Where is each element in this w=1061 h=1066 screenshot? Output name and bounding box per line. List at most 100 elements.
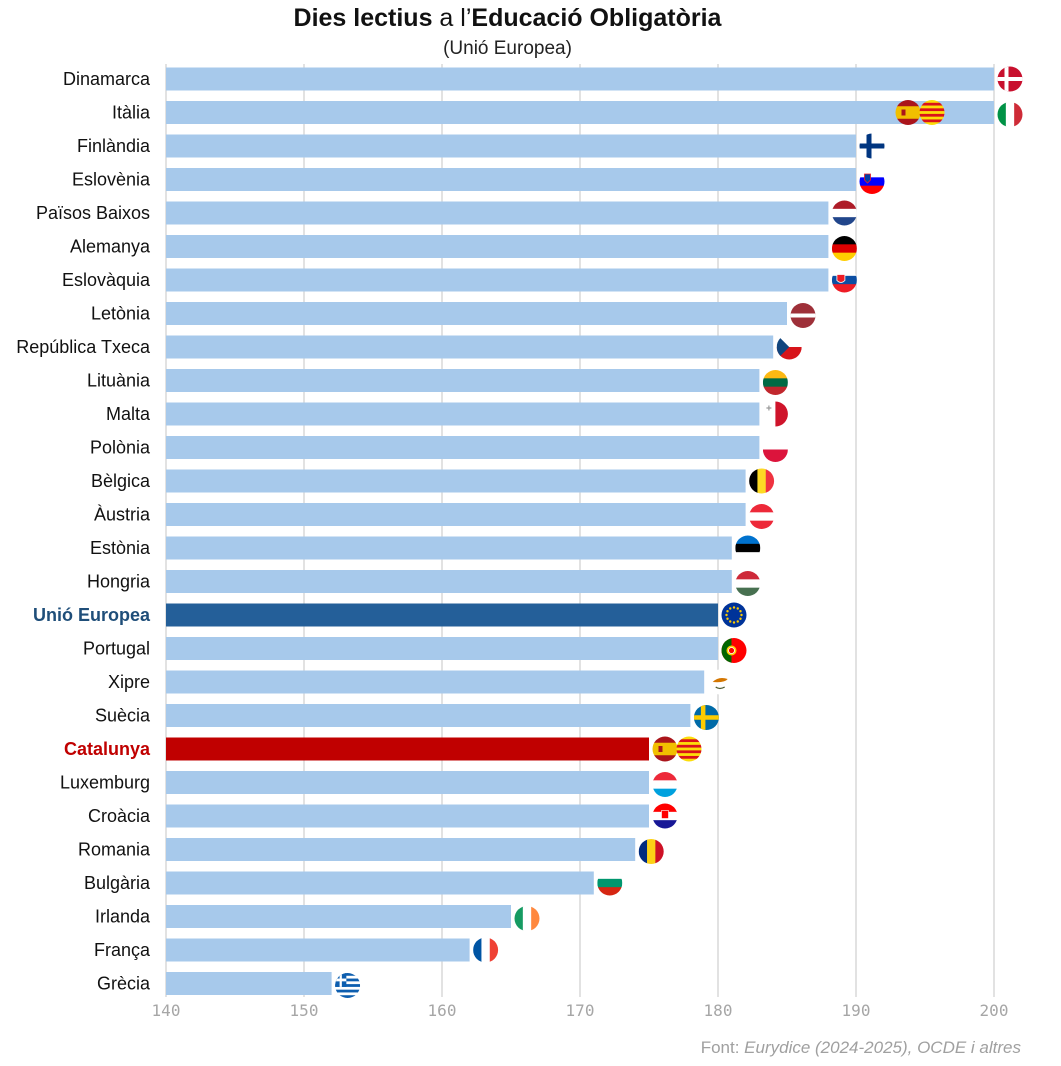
source-note: Font: Eurydice (2024-2025), OCDE i altre… [701,1038,1021,1058]
romania-flag-icon [638,839,664,864]
title-part-1: Dies lectius [293,4,433,32]
x-tick-label: 180 [704,1001,733,1020]
category-label: República Txeca [16,337,151,357]
category-label: Àustria [94,505,151,525]
x-axis-ticks: 140 150 160 170 180 190 200 [152,1001,1009,1020]
bar-frança [166,938,470,962]
category-label: Xipre [108,672,150,692]
category-label: Hongria [87,572,151,592]
category-label: Finlàndia [77,136,151,156]
bar-letònia [166,302,787,325]
italy-flag-icon [997,102,1023,127]
bar-eslovènia [166,168,856,191]
category-label: Països Baixos [36,203,150,223]
source-text: Eurydice (2024-2025), OCDE i altres [744,1038,1021,1057]
category-label: Suècia [95,706,151,726]
ireland-flag-icon [514,906,540,931]
netherlands-flag-icon [831,200,857,226]
x-tick-label: 150 [290,1001,319,1020]
category-label: Unió Europea [33,605,151,625]
category-label: Grècia [97,974,151,994]
flags [335,66,1023,998]
bar-bèlgica [166,469,746,493]
category-label: França [94,940,151,960]
category-label: Estònia [90,538,151,558]
belgium-flag-icon [749,468,775,494]
x-tick-label: 140 [152,1001,181,1020]
x-tick-label: 190 [842,1001,871,1020]
bar-xipre [166,670,705,694]
bar-catalunya [166,737,649,761]
bar-finlàndia [166,134,856,158]
bulgaria-flag-icon [597,870,623,896]
estonia-flag-icon [735,535,761,561]
category-label: Eslovàquia [62,270,151,290]
bar-alemanya [166,235,829,258]
x-tick-label: 160 [428,1001,457,1020]
bar-països-baixos [166,201,829,225]
title-part-2: a l’ [432,4,472,32]
chart-subtitle: (Unió Europea) [443,38,572,59]
france-flag-icon [473,937,499,963]
category-label: Romania [78,840,151,860]
sweden-flag-icon [693,705,719,730]
luxembourg-flag-icon [652,772,678,797]
cyprus-flag-icon [707,669,733,695]
category-labels: Dinamarca Itàlia Finlàndia Eslovènia Països … [16,69,151,994]
denmark-flag-icon [997,66,1023,92]
latvia-flag-icon [790,303,816,328]
bars [166,67,994,995]
category-label: Bulgària [84,873,151,893]
bar-romania [166,838,636,861]
spain-flag-icon [652,736,678,762]
bar-polònia [166,436,760,459]
bar-estònia [166,536,732,560]
category-label: Bèlgica [91,471,151,491]
category-label: Polònia [90,438,151,458]
portugal-flag-icon [721,638,747,663]
category-label: Irlanda [95,907,151,927]
austria-flag-icon [749,504,775,529]
hungary-flag-icon [735,571,761,596]
spain-flag-icon [895,100,921,125]
category-label: Croàcia [88,806,151,826]
bar-àustria [166,503,746,526]
category-label: Catalunya [64,739,151,759]
lithuania-flag-icon [762,370,788,395]
category-label: Alemanya [70,237,151,257]
bar-croàcia [166,804,649,828]
category-label: Dinamarca [63,69,151,89]
eu-flag-icon [721,602,747,628]
category-label: Luxemburg [60,773,150,793]
title-part-3: Educació Obligatòria [471,4,722,32]
bar-itàlia [166,101,994,124]
poland-flag-icon [762,437,788,462]
chart-title: Dies lectius a l’Educació Obligatòria [0,4,1015,33]
bar-eslovàquia [166,268,829,292]
bar-unió-europea [166,603,718,627]
category-label: Letònia [91,304,151,324]
catalonia-flag-icon [676,736,702,762]
bar-luxemburg [166,771,649,794]
source-prefix: Font: [700,1038,745,1057]
bar-dinamarca [166,67,994,91]
bar-irlanda [166,905,511,928]
x-tick-label: 200 [980,1001,1009,1020]
bar-república-txeca [166,335,774,359]
finland-flag-icon [859,133,885,159]
category-label: Malta [106,404,151,424]
category-label: Portugal [83,639,150,659]
catalonia-flag-icon [919,100,945,125]
bar-malta [166,402,760,426]
category-label: Eslovènia [72,170,151,190]
germany-flag-icon [831,236,857,261]
category-label: Lituània [87,371,151,391]
bar-portugal [166,637,718,660]
x-tick-label: 170 [566,1001,595,1020]
bar-grècia [166,972,332,995]
croatia-flag-icon [652,803,678,829]
bar-suècia [166,704,691,727]
bar-bulgària [166,871,594,895]
czech-flag-icon [776,334,802,360]
